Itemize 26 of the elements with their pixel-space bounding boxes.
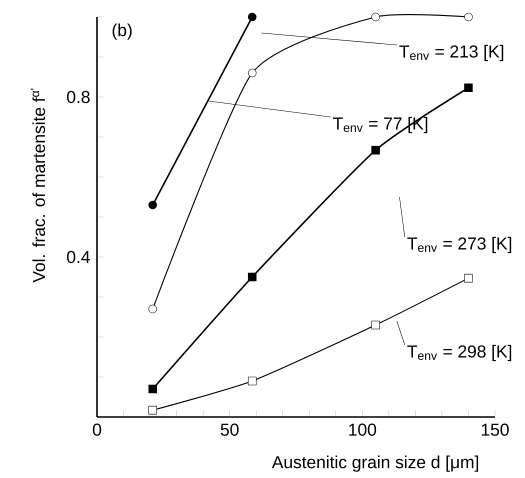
point bbox=[371, 146, 380, 154]
legend-label: T$_{env}$ = 273 [K] bbox=[407, 236, 512, 254]
point bbox=[371, 320, 380, 330]
y-tick-label: 0.8 bbox=[67, 90, 90, 104]
point bbox=[248, 272, 256, 282]
y-tick-label: 0.4 bbox=[67, 250, 90, 264]
point bbox=[248, 12, 256, 22]
point bbox=[371, 12, 380, 22]
point bbox=[464, 12, 473, 22]
point bbox=[148, 200, 157, 210]
series-label: T$_{env}$ = 213 [K] bbox=[399, 44, 504, 62]
legend-label: T$_{env}$ = 298 [K] bbox=[407, 344, 512, 362]
x-axis-title: Austenitic grain size d [μm] bbox=[272, 456, 478, 472]
point bbox=[148, 384, 157, 394]
point bbox=[148, 406, 157, 414]
x-tick-label: 100 bbox=[349, 424, 376, 436]
point bbox=[464, 274, 473, 282]
x-tick-label: 50 bbox=[220, 424, 239, 436]
point bbox=[148, 304, 157, 314]
point bbox=[248, 68, 256, 78]
point bbox=[464, 84, 473, 92]
x-tick-label: 150 bbox=[482, 424, 509, 436]
annotation: (b) bbox=[112, 24, 132, 40]
y-axis-title: Vol. frac. of martensite f$^{α'}$ bbox=[30, 88, 46, 283]
point bbox=[248, 376, 256, 386]
x-tick-label: 0 bbox=[92, 424, 102, 436]
